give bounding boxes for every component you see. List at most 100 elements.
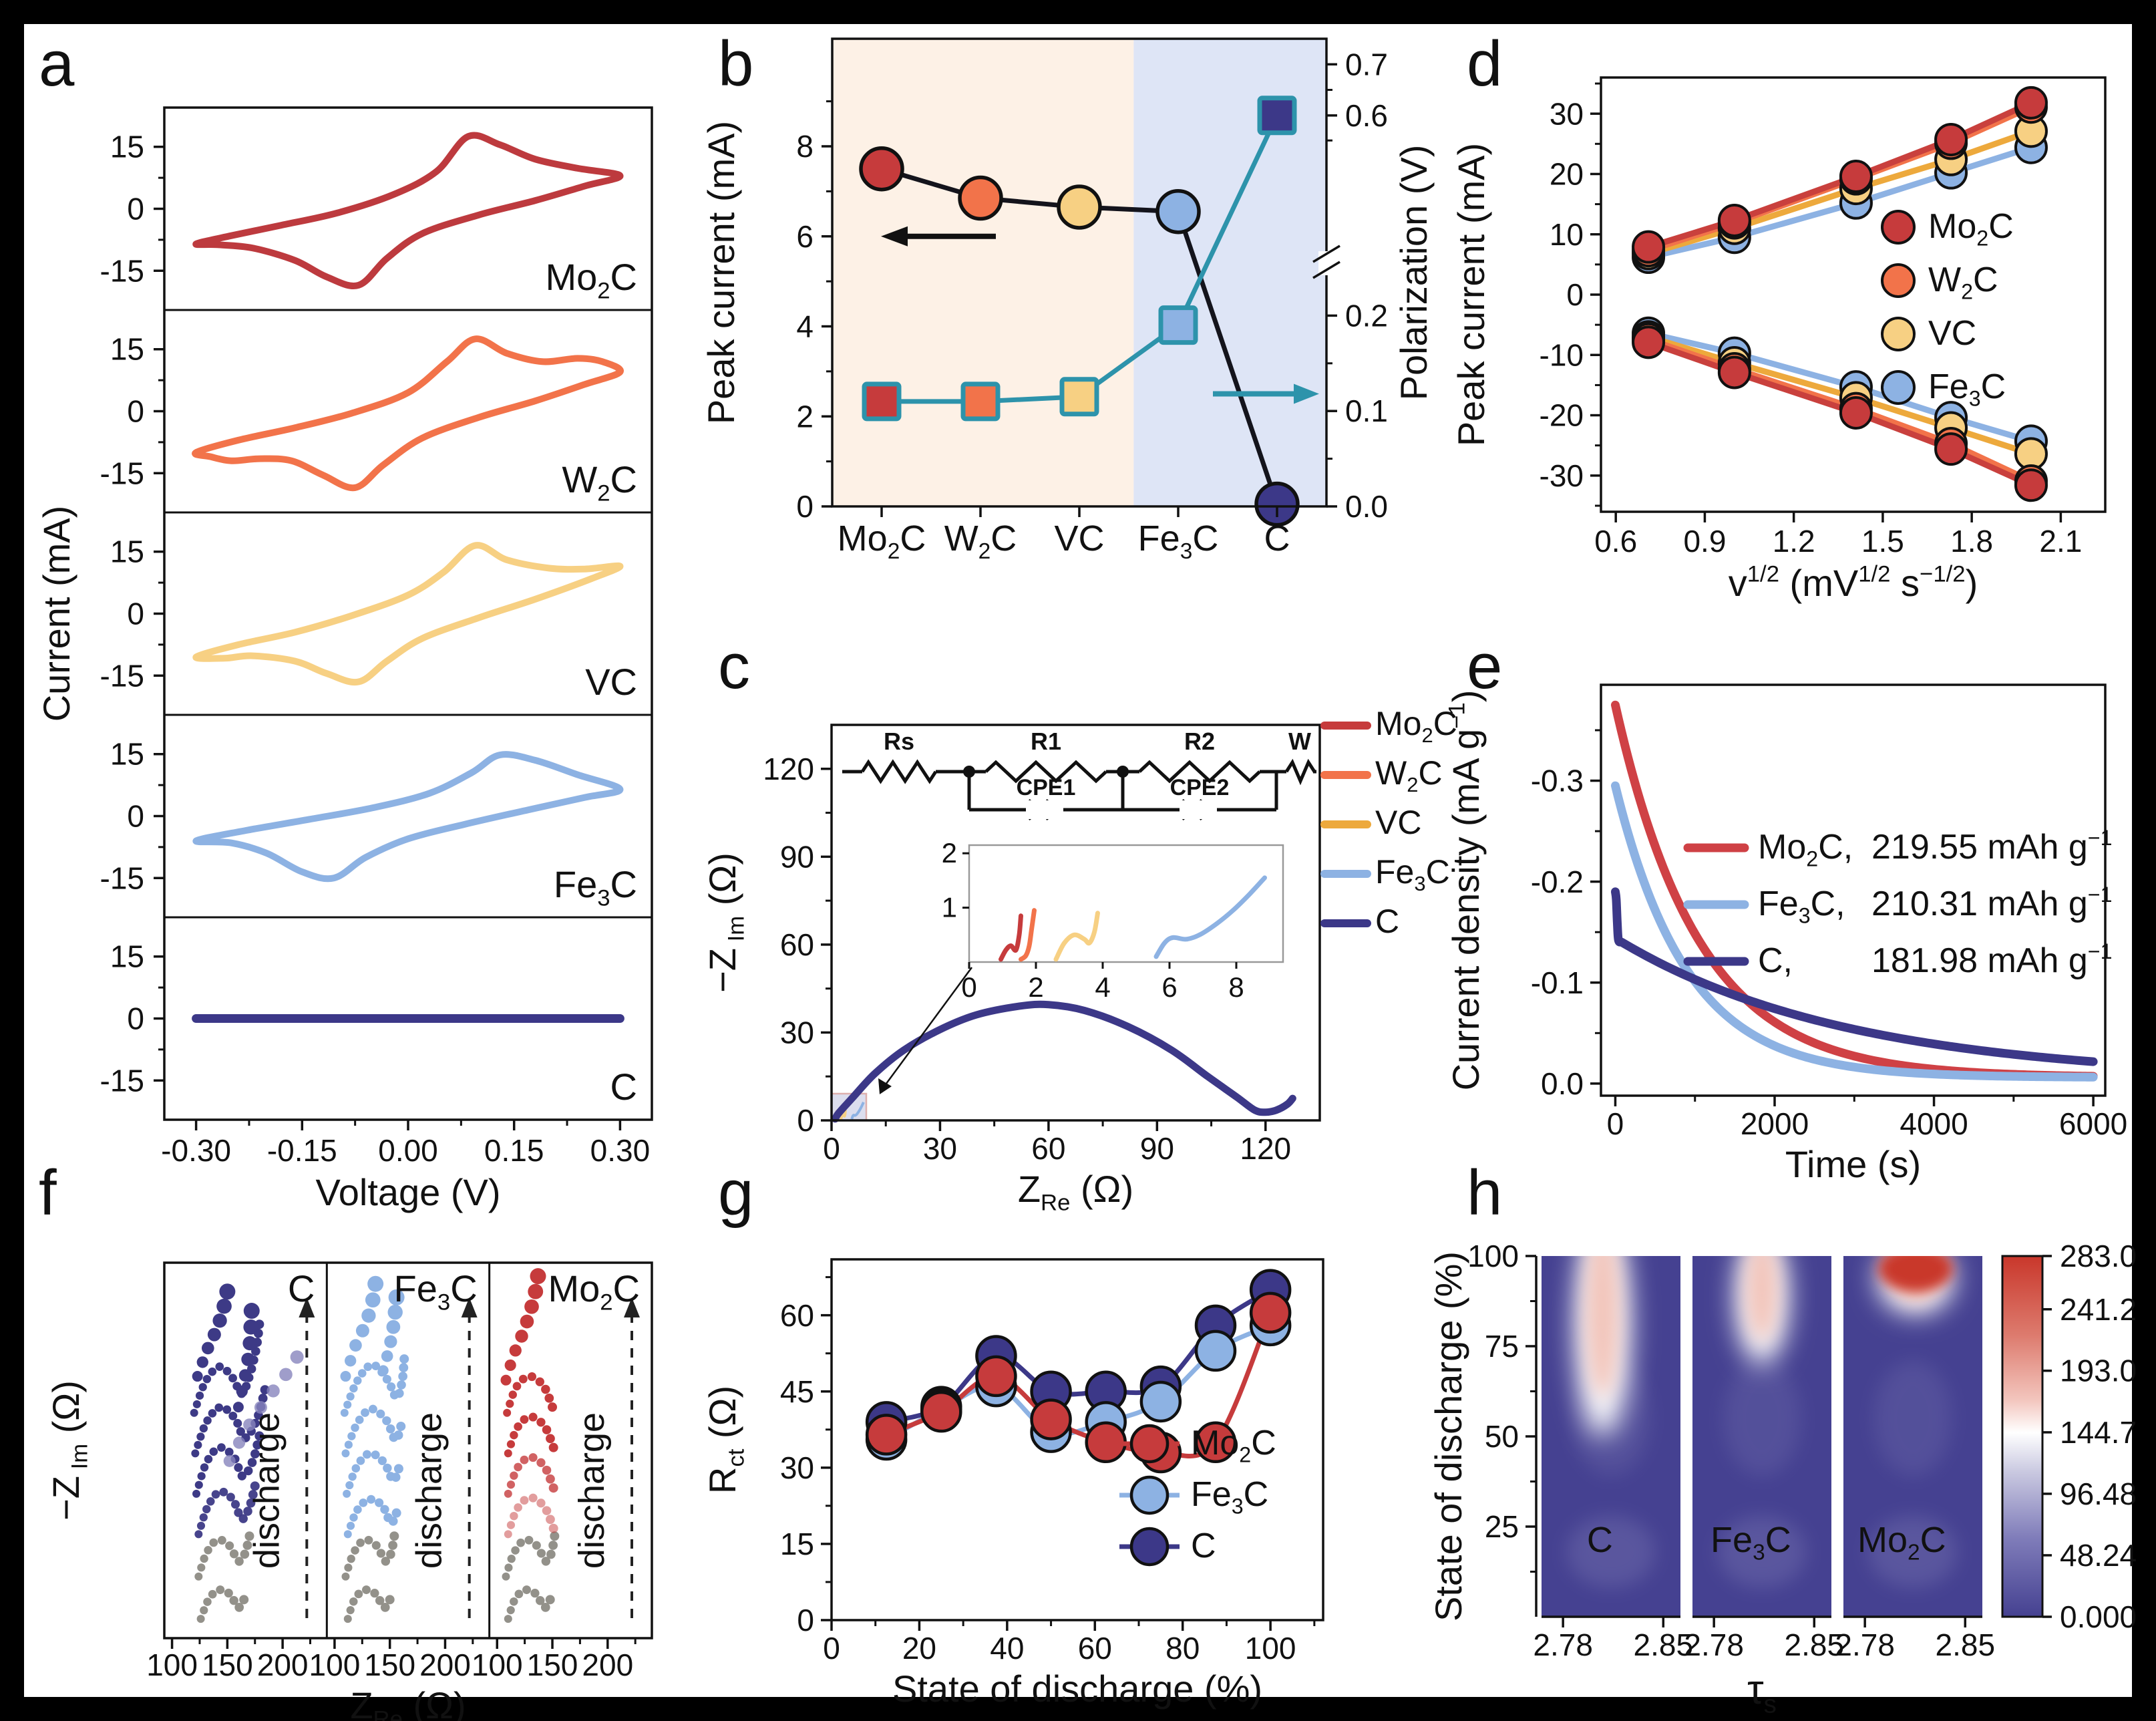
svg-text:-15: -15 — [100, 456, 144, 490]
svg-text:193.0: 193.0 — [2060, 1354, 2137, 1388]
svg-text:0.1: 0.1 — [1345, 394, 1388, 428]
svg-text:25: 25 — [1485, 1509, 1519, 1544]
svg-text:15: 15 — [780, 1527, 814, 1561]
svg-text:48.24: 48.24 — [2060, 1538, 2137, 1573]
svg-text:0.6: 0.6 — [1345, 98, 1388, 133]
svg-text:W2C: W2C — [1375, 754, 1443, 796]
svg-text:90: 90 — [780, 839, 814, 874]
svg-text:0: 0 — [1607, 1106, 1624, 1141]
panel-a-plot: Mo2C 15 0 -15 W2C 15 0 -15 VC 15 0 -15 Fe3C 15 0 -15 C 15… — [35, 106, 653, 1213]
svg-text:Fe3C: Fe3C — [1711, 1520, 1791, 1565]
svg-text:1: 1 — [942, 892, 957, 923]
svg-text:−Z Im (Ω): −Z Im (Ω) — [701, 852, 749, 993]
svg-text:Time (s): Time (s) — [1785, 1143, 1921, 1185]
svg-text:Fe3C: Fe3C — [1191, 1475, 1268, 1518]
svg-text:50: 50 — [1485, 1419, 1519, 1454]
svg-text:-30: -30 — [1540, 458, 1584, 493]
svg-text:-0.1: -0.1 — [1531, 965, 1584, 1000]
svg-text:-15: -15 — [100, 253, 144, 288]
svg-text:0.000: 0.000 — [2060, 1599, 2137, 1634]
svg-text:Fe3C: Fe3C — [394, 1267, 478, 1315]
svg-text:0: 0 — [797, 1103, 814, 1138]
svg-text:100: 100 — [472, 1648, 523, 1682]
svg-text:discharge: discharge — [246, 1412, 287, 1569]
svg-text:200: 200 — [582, 1648, 633, 1682]
svg-text:ZRe (Ω): ZRe (Ω) — [1018, 1168, 1133, 1215]
svg-text:150: 150 — [527, 1648, 578, 1682]
svg-text:0: 0 — [797, 1603, 814, 1637]
svg-text:τs: τs — [1747, 1667, 1777, 1719]
svg-text:-10: -10 — [1540, 337, 1584, 372]
svg-text:C: C — [288, 1267, 315, 1309]
svg-text:-20: -20 — [1540, 398, 1584, 433]
panel-a-letter: a — [39, 28, 75, 100]
svg-text:10: 10 — [1550, 217, 1584, 252]
svg-text:0: 0 — [127, 394, 144, 429]
svg-text:0: 0 — [127, 192, 144, 226]
svg-text:0: 0 — [796, 489, 814, 524]
svg-text:R1: R1 — [1031, 728, 1061, 755]
svg-text:2: 2 — [942, 837, 957, 869]
svg-text:0.6: 0.6 — [1594, 524, 1637, 559]
svg-text:Mo2C: Mo2C — [1928, 207, 2014, 250]
svg-text:0: 0 — [961, 971, 976, 1003]
panel-d-letter: d — [1467, 28, 1503, 100]
svg-text:-0.2: -0.2 — [1531, 865, 1584, 899]
svg-text:100: 100 — [146, 1648, 198, 1682]
svg-text:Peak current (mA): Peak current (mA) — [1450, 143, 1492, 446]
panel-b-plot: 0 2 4 6 8 Peak current (mA) 0.0 0.1 0.2 0.6 0.7 Pol… — [700, 37, 1435, 564]
svg-text:15: 15 — [110, 534, 144, 569]
svg-text:C: C — [1587, 1520, 1613, 1560]
svg-text:Rs: Rs — [884, 728, 914, 755]
svg-text:96.48: 96.48 — [2060, 1476, 2137, 1511]
svg-text:100: 100 — [1467, 1239, 1519, 1273]
svg-text:CPE1: CPE1 — [1017, 775, 1076, 800]
svg-text:State of discharge (%): State of discharge (%) — [1427, 1251, 1469, 1621]
svg-text:2.78: 2.78 — [1684, 1627, 1744, 1662]
svg-text:30: 30 — [923, 1131, 957, 1166]
svg-text:Mo2C: Mo2C — [838, 518, 926, 564]
svg-text:VC: VC — [1928, 314, 1976, 353]
svg-text:0.00: 0.00 — [378, 1133, 438, 1168]
svg-text:W2C: W2C — [944, 518, 1017, 564]
svg-text:W: W — [1288, 728, 1311, 755]
svg-text:Polarization (V): Polarization (V) — [1393, 145, 1435, 401]
svg-text:C: C — [1191, 1527, 1216, 1565]
svg-text:283.0: 283.0 — [2060, 1239, 2137, 1273]
svg-text:100: 100 — [309, 1648, 361, 1682]
svg-text:4000: 4000 — [1900, 1106, 1968, 1141]
svg-text:0: 0 — [127, 799, 144, 834]
svg-text:30: 30 — [1550, 96, 1584, 131]
panel-e-letter: e — [1467, 631, 1503, 702]
svg-text:Rct (Ω): Rct (Ω) — [701, 1386, 749, 1494]
svg-text:ZRe (Ω): ZRe (Ω) — [350, 1684, 466, 1721]
svg-text:1.8: 1.8 — [1950, 524, 1993, 559]
svg-text:W2C: W2C — [562, 458, 637, 506]
svg-text:Current density (mA g−1): Current density (mA g−1) — [1445, 690, 1487, 1091]
svg-text:Fe3C: Fe3C — [1375, 853, 1450, 895]
svg-text:Mo2C,: Mo2C, — [1758, 828, 1853, 871]
svg-text:2.78: 2.78 — [1835, 1627, 1895, 1662]
svg-text:0.0: 0.0 — [1345, 489, 1388, 524]
svg-text:120: 120 — [763, 752, 814, 786]
svg-text:C,: C, — [1758, 941, 1793, 980]
svg-text:Mo2C: Mo2C — [545, 256, 637, 303]
svg-text:2.85: 2.85 — [1936, 1627, 1996, 1662]
svg-text:-15: -15 — [100, 860, 144, 895]
svg-text:Mo2C: Mo2C — [1191, 1424, 1276, 1466]
svg-text:15: 15 — [110, 939, 144, 974]
svg-text:75: 75 — [1485, 1329, 1519, 1364]
svg-text:VC: VC — [1054, 518, 1104, 559]
svg-text:Fe3C: Fe3C — [554, 863, 637, 911]
svg-text:15: 15 — [110, 130, 144, 164]
svg-text:C: C — [1264, 518, 1290, 559]
svg-text:C: C — [1375, 903, 1399, 940]
svg-text:Current (mA): Current (mA) — [35, 506, 77, 722]
svg-text:2.85: 2.85 — [1634, 1627, 1694, 1662]
svg-text:4: 4 — [1095, 971, 1110, 1003]
svg-text:v1/2 (mV1/2 s−1/2): v1/2 (mV1/2 s−1/2) — [1729, 562, 1978, 604]
svg-text:30: 30 — [780, 1015, 814, 1050]
